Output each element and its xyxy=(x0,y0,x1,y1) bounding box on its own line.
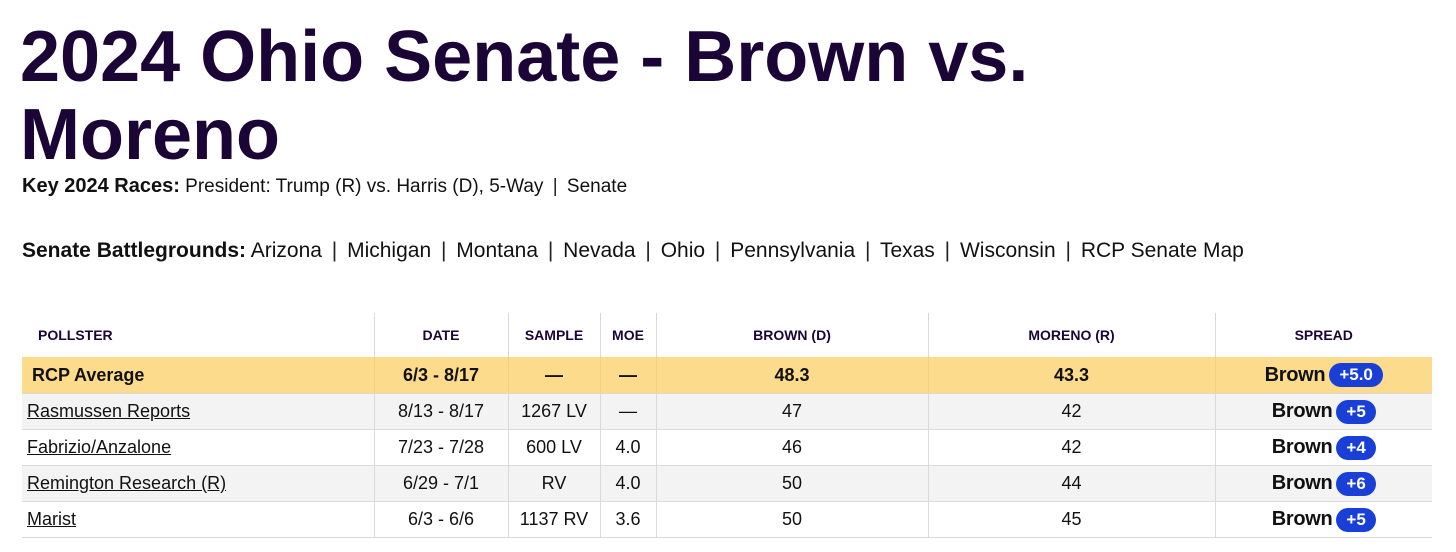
poll-sample: 1267 LV xyxy=(507,393,600,430)
page-title: 2024 Ohio Senate - Brown vs. Moreno xyxy=(20,17,1029,175)
poll-spread: Brown +4 xyxy=(1214,429,1432,466)
average-sample: — xyxy=(507,357,600,394)
table-row: Marist 6/3 - 6/6 1137 RV 3.6 50 45 Brown… xyxy=(22,501,1432,538)
table-row: Fabrizio/Anzalone 7/23 - 7/28 600 LV 4.0… xyxy=(22,429,1432,466)
pollster-link[interactable]: Marist xyxy=(27,509,76,529)
header-pollster[interactable]: POLLSTER xyxy=(38,327,113,343)
key-race-link-president[interactable]: President: Trump (R) vs. Harris (D) xyxy=(185,176,479,197)
poll-moreno: 42 xyxy=(927,429,1215,466)
header-sample[interactable]: SAMPLE xyxy=(507,313,600,357)
battleground-link-texas[interactable]: Texas xyxy=(879,239,935,262)
battleground-link-pennsylvania[interactable]: Pennsylvania xyxy=(730,239,856,262)
battleground-link-montana[interactable]: Montana xyxy=(456,239,539,262)
spread-badge: +5.0 xyxy=(1329,363,1383,387)
battleground-link-michigan[interactable]: Michigan xyxy=(347,239,432,262)
poll-sample: 600 LV xyxy=(507,429,600,466)
battleground-link-arizona[interactable]: Arizona xyxy=(250,239,322,262)
spread-badge: +6 xyxy=(1336,471,1376,496)
poll-brown: 50 xyxy=(655,501,928,538)
key-race-link-senate[interactable]: Senate xyxy=(566,176,628,197)
spread-leader: Brown xyxy=(1271,436,1333,458)
header-moreno[interactable]: MORENO (R) xyxy=(927,313,1215,357)
battleground-link-nevada[interactable]: Nevada xyxy=(563,239,636,262)
battleground-link-rcp-senate-map[interactable]: RCP Senate Map xyxy=(1080,239,1244,262)
battleground-link-wisconsin[interactable]: Wisconsin xyxy=(959,239,1056,262)
poll-moe: 3.6 xyxy=(599,501,656,538)
poll-date: 6/29 - 7/1 xyxy=(373,465,508,502)
polls-table: POLLSTER DATE SAMPLE MOE BROWN (D) MOREN… xyxy=(22,313,1432,538)
key-races-label: Key 2024 Races: xyxy=(22,175,180,197)
key-race-link-5-way[interactable]: 5-Way xyxy=(489,176,544,197)
senate-battlegrounds-line: Senate Battlegrounds: Arizona | Michigan… xyxy=(22,239,1244,262)
poll-spread: Brown +5 xyxy=(1214,393,1432,430)
poll-moe: 4.0 xyxy=(599,465,656,502)
poll-moreno: 45 xyxy=(927,501,1215,538)
pollster-link[interactable]: Fabrizio/Anzalone xyxy=(27,437,172,457)
spread-badge: +5 xyxy=(1336,507,1376,532)
key-races-line: Key 2024 Races: President: Trump (R) vs.… xyxy=(22,175,628,197)
header-date[interactable]: DATE xyxy=(373,313,508,357)
header-brown[interactable]: BROWN (D) xyxy=(655,313,928,357)
table-row: Rasmussen Reports 8/13 - 8/17 1267 LV — … xyxy=(22,393,1432,430)
battlegrounds-label: Senate Battlegrounds: xyxy=(22,239,247,262)
rcp-average-row: RCP Average 6/3 - 8/17 — — 48.3 43.3 Bro… xyxy=(22,357,1432,394)
spread-leader: Brown xyxy=(1271,508,1333,530)
average-date: 6/3 - 8/17 xyxy=(373,357,508,394)
table-row: Remington Research (R) 6/29 - 7/1 RV 4.0… xyxy=(22,465,1432,502)
poll-moe: 4.0 xyxy=(599,429,656,466)
header-spread[interactable]: SPREAD xyxy=(1214,313,1432,357)
poll-brown: 50 xyxy=(655,465,928,502)
poll-spread: Brown +6 xyxy=(1214,465,1432,502)
header-moe[interactable]: MOE xyxy=(599,313,656,357)
average-brown: 48.3 xyxy=(655,357,928,394)
spread-badge: +5 xyxy=(1336,399,1376,424)
spread-badge: +4 xyxy=(1336,435,1376,460)
spread-leader: Brown xyxy=(1264,363,1326,386)
poll-sample: 1137 RV xyxy=(507,501,600,538)
spread-leader: Brown xyxy=(1271,400,1333,422)
battleground-link-ohio[interactable]: Ohio xyxy=(660,239,706,262)
average-spread: Brown +5.0 xyxy=(1214,357,1432,394)
pollster-link[interactable]: Remington Research (R) xyxy=(27,473,227,493)
average-moreno: 43.3 xyxy=(927,357,1215,394)
poll-date: 8/13 - 8/17 xyxy=(373,393,508,430)
poll-date: 7/23 - 7/28 xyxy=(373,429,508,466)
table-header-row: POLLSTER DATE SAMPLE MOE BROWN (D) MOREN… xyxy=(22,313,1432,357)
poll-moe: — xyxy=(599,393,656,430)
poll-moreno: 44 xyxy=(927,465,1215,502)
poll-brown: 47 xyxy=(655,393,928,430)
poll-sample: RV xyxy=(507,465,600,502)
poll-brown: 46 xyxy=(655,429,928,466)
spread-leader: Brown xyxy=(1271,472,1333,494)
separator: | xyxy=(552,176,558,197)
poll-moreno: 42 xyxy=(927,393,1215,430)
average-moe: — xyxy=(599,357,656,394)
poll-spread: Brown +5 xyxy=(1214,501,1432,538)
pollster-link[interactable]: Rasmussen Reports xyxy=(27,401,191,421)
average-pollster: RCP Average xyxy=(22,357,374,394)
poll-date: 6/3 - 6/6 xyxy=(373,501,508,538)
